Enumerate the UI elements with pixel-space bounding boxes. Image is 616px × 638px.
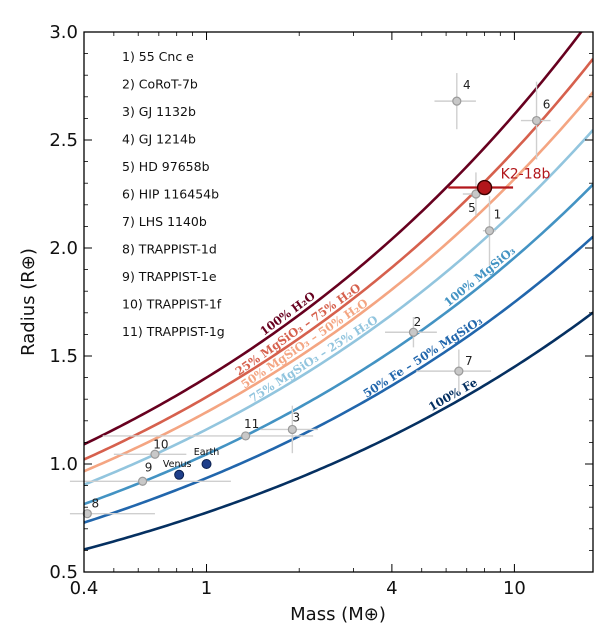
y-tick-label-2: 1.5 xyxy=(49,346,78,367)
curve-label-7: 100% Fe xyxy=(426,375,480,414)
y-axis-label: Radius (R⊕) xyxy=(18,248,39,356)
planet-point-label-1: 1 xyxy=(494,208,502,222)
planet-point-10 xyxy=(150,449,160,459)
venus-point xyxy=(174,469,185,480)
curve-6 xyxy=(84,235,593,524)
composition-curves xyxy=(84,32,593,551)
planet-point-label-7: 7 xyxy=(465,354,473,368)
legend-entry-5: 5) HD 97658b xyxy=(122,159,210,174)
planet-point-label-6: 6 xyxy=(543,98,551,112)
curve-3 xyxy=(84,91,593,473)
k2-18b-label: K2-18b xyxy=(501,167,551,183)
legend-entry-8: 8) TRAPPIST-1d xyxy=(122,242,217,257)
planet-point-label-4: 4 xyxy=(463,78,471,92)
curve-label-5: 100% MgSiO₃ xyxy=(441,243,518,309)
planet-point-label-10: 10 xyxy=(153,437,168,451)
x-tick-label-3: 10 xyxy=(503,578,526,599)
legend-entry-6: 6) HIP 116454b xyxy=(122,187,219,202)
axis-ticks: 0.4 1 4 10 0.5 1.0 1.5 2.0 2.5 3.0 xyxy=(49,22,593,599)
planet-point-11 xyxy=(241,431,251,441)
y-tick-label-3: 2.0 xyxy=(49,238,78,259)
planet-point-7 xyxy=(454,366,464,376)
legend-entry-2: 2) CoRoT-7b xyxy=(122,77,198,92)
legend-entry-11: 11) TRAPPIST-1g xyxy=(122,324,225,339)
planet-point-3 xyxy=(287,424,297,435)
legend-entry-7: 7) LHS 1140b xyxy=(122,214,207,229)
planet-point-label-2: 2 xyxy=(414,315,422,329)
curve-1 xyxy=(84,32,583,446)
legend-entry-1: 1) 55 Cnc e xyxy=(122,49,194,64)
y-tick-label-4: 2.5 xyxy=(49,130,78,151)
planet-point-label-11: 11 xyxy=(244,417,259,431)
x-tick-label-0: 0.4 xyxy=(70,578,99,599)
x-tick-label-2: 4 xyxy=(386,578,397,599)
planet-point-8 xyxy=(82,509,92,519)
k2-18b-point xyxy=(476,179,493,196)
venus-label: Venus xyxy=(163,459,192,470)
planet-point-label-9: 9 xyxy=(145,460,153,474)
legend-entry-10: 10) TRAPPIST-1f xyxy=(122,297,222,312)
planet-point-2 xyxy=(408,327,419,337)
legend-entry-4: 4) GJ 1214b xyxy=(122,132,196,147)
x-axis-label: Mass (M⊕) xyxy=(290,604,386,625)
planet-point-label-5: 5 xyxy=(468,201,476,215)
legend-entry-9: 9) TRAPPIST-1e xyxy=(122,269,217,284)
y-tick-label-1: 1.0 xyxy=(49,454,78,475)
y-tick-label-0: 0.5 xyxy=(49,562,78,583)
planet-legend: 1) 55 Cnc e 2) CoRoT-7b 3) GJ 1132b 4) GJ 1… xyxy=(122,49,225,339)
curve-2 xyxy=(84,58,593,461)
planet-point-label-8: 8 xyxy=(91,497,99,511)
planet-point-5 xyxy=(471,189,481,199)
planet-point-label-3: 3 xyxy=(293,410,301,424)
plot-frame xyxy=(83,31,594,573)
curve-4 xyxy=(84,129,593,486)
earth-label: Earth xyxy=(194,447,219,458)
earth-point xyxy=(201,459,212,469)
planet-point-4 xyxy=(452,96,462,106)
planet-point-1 xyxy=(484,226,495,236)
y-tick-label-5: 3.0 xyxy=(49,22,78,43)
curve-5 xyxy=(84,183,593,506)
legend-entry-3: 3) GJ 1132b xyxy=(122,104,196,119)
planet-point-6 xyxy=(531,115,542,126)
x-tick-label-1: 1 xyxy=(201,578,212,599)
axes-frame xyxy=(83,31,594,573)
curve-7 xyxy=(84,311,593,551)
planet-point-9 xyxy=(138,476,148,486)
